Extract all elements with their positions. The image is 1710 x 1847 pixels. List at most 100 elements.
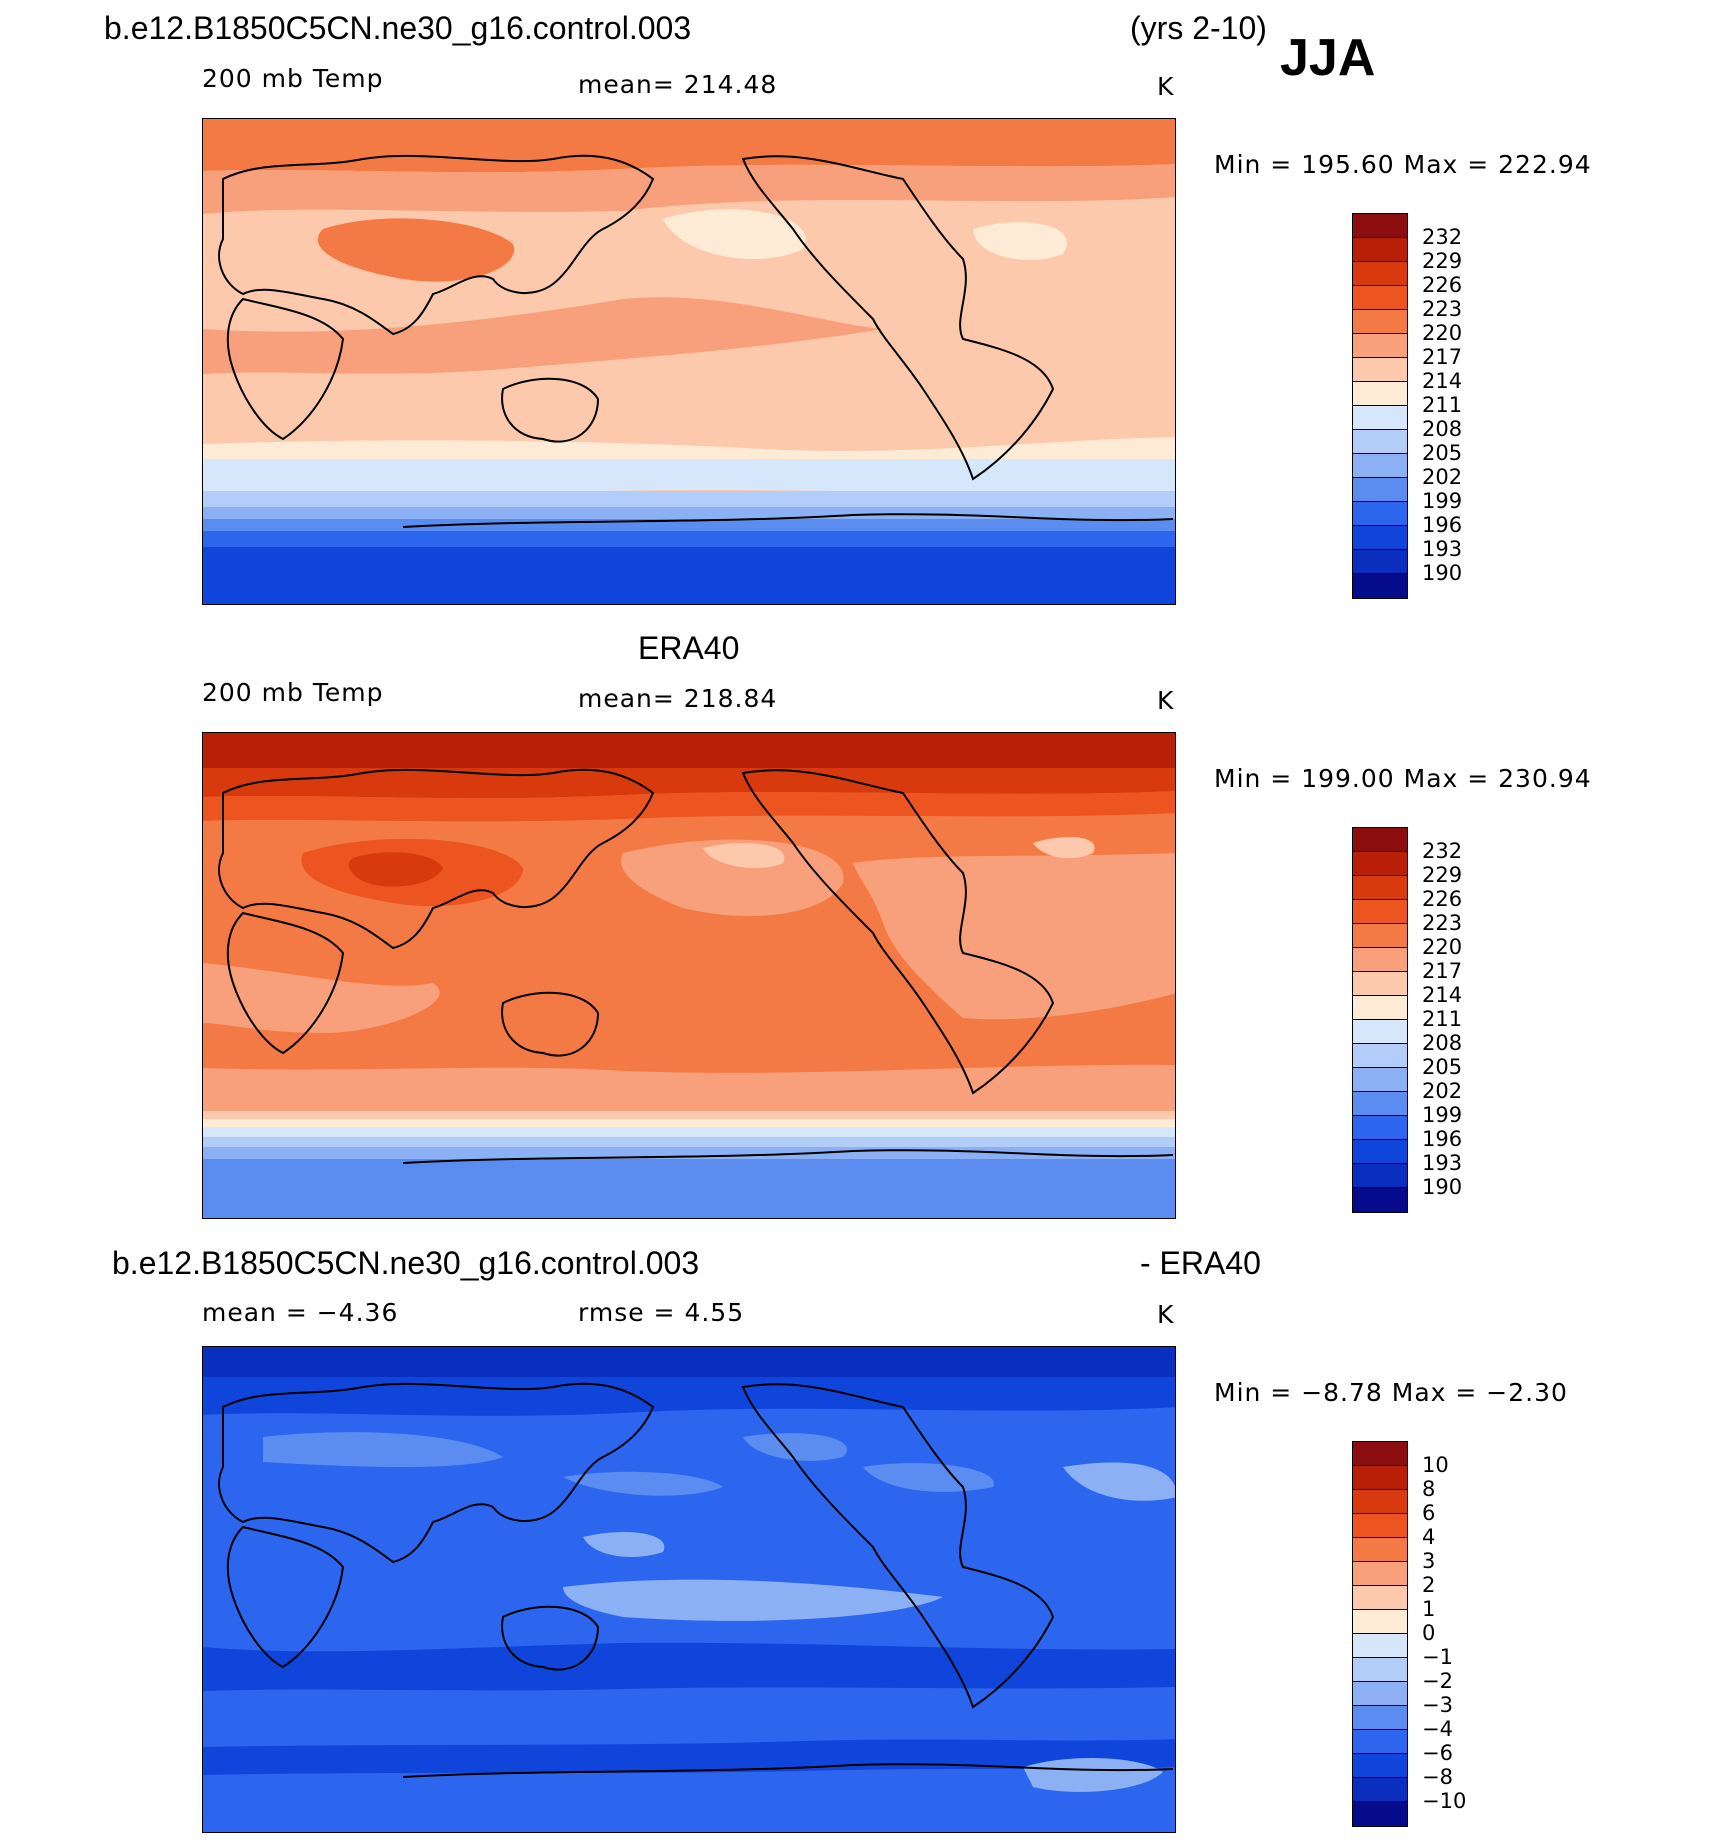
colorbar-tick-label: −8 xyxy=(1422,1765,1453,1789)
colorbar-swatch xyxy=(1353,1188,1407,1212)
season-label: JJA xyxy=(1280,29,1376,87)
colorbar-swatch xyxy=(1353,1706,1407,1730)
colorbar-tick-label: 0 xyxy=(1422,1621,1436,1645)
colorbar-swatch xyxy=(1353,924,1407,948)
colorbar-tick-label: −3 xyxy=(1422,1693,1453,1717)
colorbar-tick-label: 229 xyxy=(1422,249,1463,273)
colorbar-swatch xyxy=(1353,1466,1407,1490)
panel3-title-left: b.e12.B1850C5CN.ne30_g16.control.003 xyxy=(112,1245,700,1281)
colorbar-tick-label: 223 xyxy=(1422,911,1463,935)
colorbar-tick-label: 205 xyxy=(1422,1055,1463,1079)
panel1-colorbar-labels: 232 229 226 223 220 217 214 211 208 205 202 199 196 1… xyxy=(1422,225,1462,585)
colorbar-tick-label: 211 xyxy=(1422,393,1463,417)
panel2-map xyxy=(202,732,1176,1219)
panel1-minmax: Min = 195.60 Max = 222.94 xyxy=(1214,150,1592,179)
colorbar-tick-label: 3 xyxy=(1422,1549,1436,1573)
colorbar-tick-label: 214 xyxy=(1422,983,1463,1007)
colorbar-tick-label: 223 xyxy=(1422,297,1463,321)
years-label: (yrs 2-10) xyxy=(1130,10,1267,46)
colorbar-tick-label: 202 xyxy=(1422,465,1463,489)
colorbar-tick-label: 199 xyxy=(1422,1103,1463,1127)
colorbar-tick-label: 196 xyxy=(1422,513,1463,537)
colorbar-tick-label: 196 xyxy=(1422,1127,1463,1151)
colorbar-swatch xyxy=(1353,1682,1407,1706)
colorbar-tick-label: 193 xyxy=(1422,537,1463,561)
panel3-mean: mean = −4.36 xyxy=(202,1298,399,1327)
colorbar-swatch xyxy=(1353,382,1407,406)
colorbar-swatch xyxy=(1353,502,1407,526)
panel1-variable: 200 mb Temp xyxy=(202,64,384,93)
colorbar-tick-label: −1 xyxy=(1422,1645,1453,1669)
colorbar-tick-label: 232 xyxy=(1422,225,1463,249)
colorbar-swatch xyxy=(1353,310,1407,334)
panel1-map xyxy=(202,118,1176,605)
panel3-title-right: - ERA40 xyxy=(1140,1245,1261,1281)
colorbar-swatch xyxy=(1353,1116,1407,1140)
panel3-rmse: rmse = 4.55 xyxy=(578,1298,745,1327)
colorbar-swatch xyxy=(1353,1538,1407,1562)
colorbar-tick-label: 10 xyxy=(1422,1453,1449,1477)
colorbar-swatch xyxy=(1353,214,1407,238)
panel2-title: ERA40 xyxy=(638,630,740,666)
colorbar-swatch xyxy=(1353,430,1407,454)
panel1-mean: mean= 214.48 xyxy=(578,70,778,99)
colorbar-swatch xyxy=(1353,1658,1407,1682)
colorbar-swatch xyxy=(1353,1802,1407,1826)
colorbar-tick-label: 208 xyxy=(1422,1031,1463,1055)
colorbar-tick-label: 226 xyxy=(1422,887,1463,911)
colorbar-tick-label: 229 xyxy=(1422,863,1463,887)
colorbar-swatch xyxy=(1353,1140,1407,1164)
colorbar-swatch xyxy=(1353,238,1407,262)
colorbar-swatch xyxy=(1353,526,1407,550)
panel2-units: K xyxy=(1157,686,1175,715)
colorbar-swatch xyxy=(1353,1754,1407,1778)
panel2-minmax: Min = 199.00 Max = 230.94 xyxy=(1214,764,1592,793)
colorbar-tick-label: 2 xyxy=(1422,1573,1436,1597)
colorbar-tick-label: −10 xyxy=(1422,1789,1467,1813)
colorbar-swatch xyxy=(1353,1586,1407,1610)
colorbar-swatch xyxy=(1353,948,1407,972)
panel2-mean: mean= 218.84 xyxy=(578,684,778,713)
panel2-variable: 200 mb Temp xyxy=(202,678,384,707)
panel2-colorbar-labels: 232 229 226 223 220 217 214 211 208 205 202 199 196 1… xyxy=(1422,839,1462,1199)
colorbar-swatch xyxy=(1353,1778,1407,1802)
colorbar-swatch xyxy=(1353,1442,1407,1466)
colorbar-tick-label: 208 xyxy=(1422,417,1463,441)
colorbar-tick-label: 217 xyxy=(1422,959,1463,983)
colorbar-swatch xyxy=(1353,1730,1407,1754)
colorbar-swatch xyxy=(1353,1490,1407,1514)
colorbar-swatch xyxy=(1353,1562,1407,1586)
panel3-colorbar xyxy=(1352,1441,1408,1827)
colorbar-swatch xyxy=(1353,852,1407,876)
colorbar-tick-label: 190 xyxy=(1422,1175,1463,1199)
colorbar-tick-label: 226 xyxy=(1422,273,1463,297)
colorbar-swatch xyxy=(1353,334,1407,358)
colorbar-tick-label: 220 xyxy=(1422,321,1463,345)
colorbar-swatch xyxy=(1353,478,1407,502)
colorbar-swatch xyxy=(1353,1092,1407,1116)
colorbar-swatch xyxy=(1353,1610,1407,1634)
colorbar-swatch xyxy=(1353,1634,1407,1658)
colorbar-tick-label: −4 xyxy=(1422,1717,1453,1741)
colorbar-swatch xyxy=(1353,1164,1407,1188)
colorbar-tick-label: 214 xyxy=(1422,369,1463,393)
colorbar-tick-label: 1 xyxy=(1422,1597,1436,1621)
colorbar-swatch xyxy=(1353,550,1407,574)
colorbar-swatch xyxy=(1353,1514,1407,1538)
colorbar-swatch xyxy=(1353,262,1407,286)
colorbar-tick-label: 199 xyxy=(1422,489,1463,513)
colorbar-tick-label: −6 xyxy=(1422,1741,1453,1765)
colorbar-swatch xyxy=(1353,996,1407,1020)
colorbar-tick-label: 217 xyxy=(1422,345,1463,369)
case-title: b.e12.B1850C5CN.ne30_g16.control.003 xyxy=(104,10,692,46)
colorbar-swatch xyxy=(1353,1068,1407,1092)
colorbar-swatch xyxy=(1353,1020,1407,1044)
panel3-colorbar-labels: 10 8 6 4 3 2 1 0 −1 −2 −3 −4 −6 −8 −10 xyxy=(1422,1453,1466,1813)
panel3-minmax: Min = −8.78 Max = −2.30 xyxy=(1214,1378,1568,1407)
colorbar-swatch xyxy=(1353,876,1407,900)
panel1-colorbar xyxy=(1352,213,1408,599)
panel3-units: K xyxy=(1157,1300,1175,1329)
colorbar-swatch xyxy=(1353,286,1407,310)
colorbar-swatch xyxy=(1353,406,1407,430)
colorbar-tick-label: 202 xyxy=(1422,1079,1463,1103)
